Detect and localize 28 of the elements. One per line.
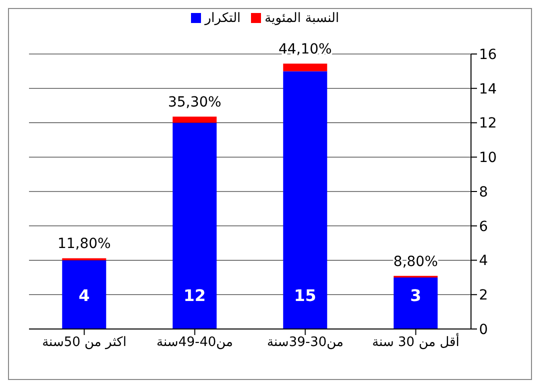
bar [283,64,328,72]
y-tick-label: 2 [479,288,488,304]
data-label: 11,80% [57,236,111,252]
y-tick-label: 14 [479,81,497,98]
data-label: 44,10% [278,42,332,58]
y-tick-label: 10 [479,150,497,166]
bar [172,116,217,123]
y-tick-label: 6 [479,218,488,235]
bar [62,260,106,329]
bar [172,122,217,329]
y-tick-label: 12 [479,116,497,132]
x-tick-label: أقل من 30 سنة [372,333,460,350]
data-label: 15 [294,286,316,305]
legend-label: النسبة المئوية [264,11,340,26]
legend-label: التكرار [204,11,241,26]
data-label: 35,30% [168,94,222,111]
y-tick-label: 0 [479,322,488,338]
x-tick-label: اكثر من 50سنة [42,335,126,350]
data-label: 4 [78,286,90,305]
data-label: 3 [410,286,422,305]
y-tick-label: 4 [479,253,488,270]
bar [394,277,438,329]
y-tick-label: 8 [479,184,488,200]
bar [283,71,328,329]
y-tick-label: 16 [479,46,497,63]
x-tick-label: من30-39سنة [267,335,344,350]
x-tick-label: من40-49سنة [156,335,233,350]
data-label: 12 [184,286,206,305]
